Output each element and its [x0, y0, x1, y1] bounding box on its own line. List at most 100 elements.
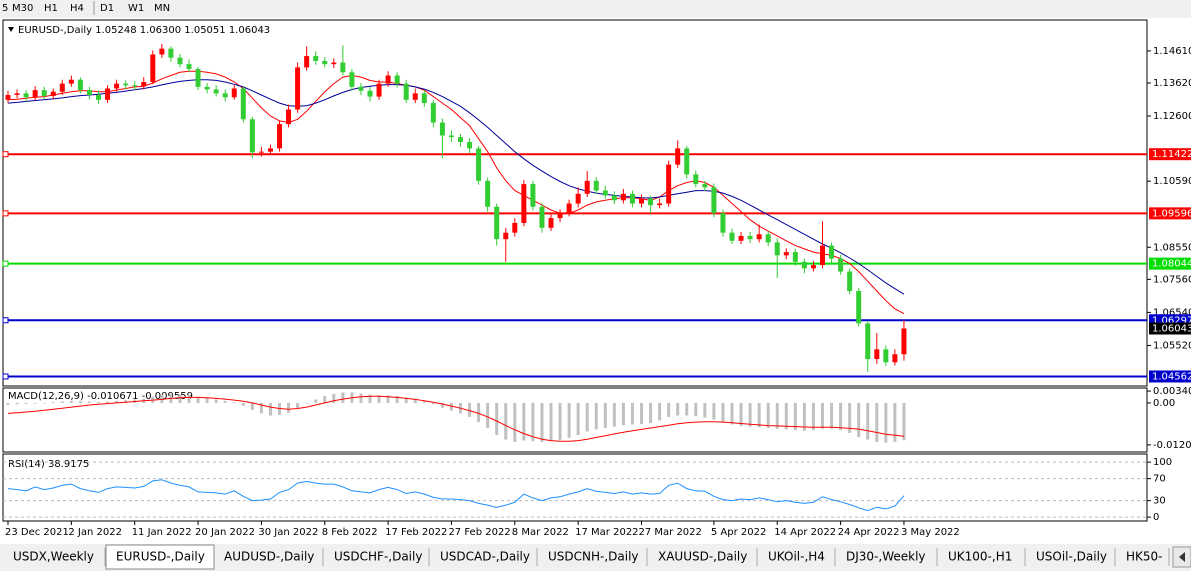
level-anchor	[2, 260, 9, 267]
tab[interactable]: UK100-,H1	[948, 550, 1012, 564]
tab[interactable]: USDCAD-,Daily	[440, 550, 530, 564]
macd-bar	[848, 402, 852, 433]
y-tick-label: -0.01205	[1153, 440, 1191, 451]
price-tag	[1149, 322, 1191, 335]
timeframe-button[interactable]: W1	[128, 3, 144, 14]
y-tick-label: 1.12600	[1153, 111, 1191, 122]
level-anchor	[2, 317, 9, 324]
macd-bar	[775, 402, 779, 429]
menu-arrow	[8, 27, 14, 32]
candle-body	[602, 190, 608, 196]
candle-body	[249, 119, 255, 153]
macd-bar	[314, 399, 318, 403]
candle-body	[439, 122, 445, 136]
macd-bar	[196, 396, 200, 403]
level-anchor	[2, 210, 9, 217]
candle-body	[693, 174, 699, 185]
macd-bar	[33, 402, 37, 404]
macd-bar	[232, 402, 236, 403]
macd-bar	[585, 402, 589, 432]
macd-bar	[124, 400, 128, 403]
tab[interactable]: XAUUSD-,Daily	[658, 550, 747, 564]
macd-bar	[793, 402, 797, 431]
toolbar	[0, 0, 1191, 18]
candle-body	[105, 88, 111, 100]
tab[interactable]: HK50-	[1126, 550, 1163, 564]
y-tick-label: 100	[1153, 457, 1172, 468]
macd-bar	[69, 400, 73, 403]
tab[interactable]: USDCNH-,Daily	[548, 550, 639, 564]
tab[interactable]: AUDUSD-,Daily	[224, 550, 314, 564]
candle-body	[295, 67, 301, 110]
macd-bar	[694, 402, 698, 417]
macd-bar	[386, 395, 390, 403]
candle-body	[566, 203, 572, 214]
scroll-arrow	[1179, 552, 1185, 562]
x-tick-label: 8 Mar 2022	[512, 527, 569, 538]
candle-body	[657, 203, 663, 206]
macd-bar	[332, 393, 336, 403]
timeframe-button[interactable]: H1	[44, 3, 58, 14]
tab[interactable]: USDX,Weekly	[13, 550, 94, 564]
y-tick-label: 1.13620	[1153, 78, 1191, 89]
candle-body	[23, 93, 29, 98]
candle-body	[810, 265, 816, 269]
candle-body	[59, 83, 65, 92]
tab[interactable]: DJ30-,Weekly	[846, 550, 926, 564]
candle-body	[168, 48, 174, 58]
y-tick-label: 0.003408	[1153, 386, 1191, 397]
macd-bar	[667, 402, 671, 417]
y-tick-label: 0	[1153, 512, 1159, 523]
rsi-title: RSI(14) 38.9175	[8, 459, 89, 470]
candle-body	[756, 234, 762, 240]
level-tag	[1149, 148, 1191, 161]
candle-body	[801, 261, 807, 269]
timeframe-button[interactable]: MN	[154, 3, 170, 14]
candle-body	[448, 135, 454, 138]
candle-body	[32, 90, 38, 98]
tab[interactable]: EURUSD-,Daily	[116, 550, 205, 564]
tab[interactable]: USDCHF-,Daily	[334, 550, 422, 564]
candle-body	[530, 184, 536, 207]
macd-bar	[621, 402, 625, 426]
candle-body	[829, 245, 835, 259]
macd-bar	[359, 393, 363, 403]
tab[interactable]: USOil-,Daily	[1036, 550, 1107, 564]
macd-bar	[296, 402, 300, 409]
candle-body	[865, 323, 871, 360]
timeframe-button[interactable]: D1	[100, 3, 114, 14]
x-tick-label: 24 Apr 2022	[838, 527, 900, 538]
x-tick-label: 17 Feb 2022	[385, 527, 447, 538]
x-tick-label: 3 May 2022	[901, 527, 960, 538]
candle-body	[277, 124, 282, 149]
macd-bar	[649, 402, 653, 424]
candle-body	[123, 83, 129, 86]
timeframe-button[interactable]: M30	[12, 3, 33, 14]
macd-panel	[2, 387, 1148, 453]
candle-body	[331, 62, 337, 65]
candle-body	[611, 195, 617, 201]
candle-body	[503, 232, 509, 240]
candle-body	[747, 235, 753, 240]
macd-bar	[830, 402, 834, 429]
macd-bar	[766, 402, 770, 429]
macd-bar	[60, 401, 64, 403]
candle-body	[792, 252, 798, 262]
timeframe-button[interactable]: H4	[70, 3, 84, 14]
candle-body	[548, 218, 554, 228]
candle-body	[358, 86, 364, 91]
x-tick-label: 20 Jan 2022	[195, 527, 255, 538]
candle-body	[557, 213, 563, 219]
macd-bar	[323, 395, 327, 403]
candle-body	[204, 86, 210, 90]
macd-bar	[15, 402, 19, 405]
macd-bar	[78, 401, 82, 403]
candle-body	[629, 193, 635, 204]
macd-bar	[549, 402, 553, 442]
macd-title: MACD(12,26,9) -0.010671 -0.009559	[8, 391, 193, 402]
tab[interactable]: UKOil-,H4	[768, 550, 825, 564]
timeframe-button[interactable]: 5	[2, 3, 8, 14]
candle-body	[883, 349, 889, 363]
macd-bar	[685, 402, 689, 416]
macd-bar	[603, 402, 607, 429]
